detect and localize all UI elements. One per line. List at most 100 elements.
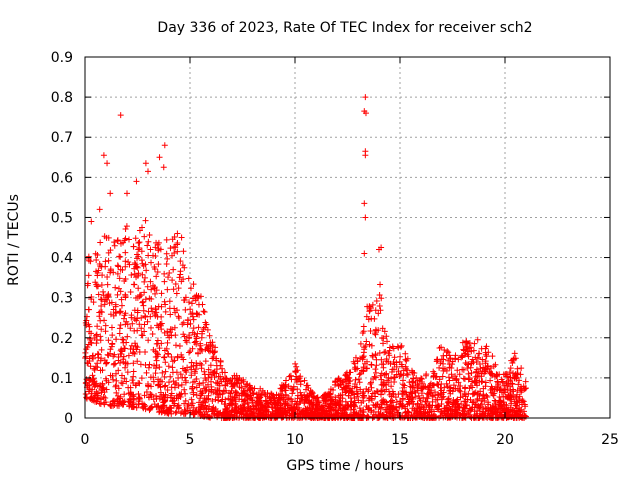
- data-point: [133, 274, 140, 281]
- data-point: [356, 405, 363, 412]
- data-point: [340, 378, 347, 385]
- data-point: [268, 391, 275, 398]
- data-point: [193, 407, 200, 414]
- data-point: [441, 384, 448, 391]
- data-point: [130, 281, 137, 288]
- data-point: [187, 320, 194, 327]
- data-point: [151, 263, 158, 270]
- data-point: [522, 385, 529, 392]
- data-point: [394, 343, 401, 350]
- data-point: [129, 377, 136, 384]
- data-point: [386, 403, 393, 410]
- data-point: [179, 408, 186, 415]
- data-point: [189, 329, 196, 336]
- data-point: [115, 385, 122, 392]
- data-point: [389, 388, 396, 395]
- data-point: [117, 112, 124, 119]
- data-point: [289, 398, 296, 405]
- data-point: [255, 399, 262, 406]
- data-point: [503, 371, 510, 378]
- data-point: [460, 410, 467, 417]
- data-point: [182, 306, 189, 313]
- data-point: [174, 239, 181, 246]
- data-point: [190, 316, 197, 323]
- data-point: [151, 285, 158, 292]
- data-point: [372, 393, 379, 400]
- data-point: [141, 289, 148, 296]
- data-point: [482, 358, 489, 365]
- data-point: [453, 397, 460, 404]
- data-point: [195, 324, 202, 331]
- data-point: [163, 260, 170, 267]
- data-point: [130, 360, 137, 367]
- data-point: [157, 246, 164, 253]
- data-point: [105, 257, 112, 264]
- data-point: [173, 408, 180, 415]
- data-point: [122, 310, 129, 317]
- data-point: [292, 376, 299, 383]
- data-point: [188, 396, 195, 403]
- data-point: [145, 364, 152, 371]
- data-point: [447, 406, 454, 413]
- data-point: [118, 296, 125, 303]
- data-point: [366, 304, 373, 311]
- data-point: [265, 404, 272, 411]
- data-point: [484, 394, 491, 401]
- data-point: [102, 394, 109, 401]
- data-point: [118, 372, 125, 379]
- data-point: [163, 250, 170, 257]
- data-point: [93, 331, 100, 338]
- data-point: [174, 354, 181, 361]
- data-point: [293, 378, 300, 385]
- data-point: [165, 363, 172, 370]
- data-point: [474, 395, 481, 402]
- data-point: [469, 356, 476, 363]
- data-point: [177, 258, 184, 265]
- data-point: [188, 372, 195, 379]
- data-point: [145, 252, 152, 259]
- data-point: [353, 388, 360, 395]
- data-point: [147, 405, 154, 412]
- data-point: [236, 374, 243, 381]
- data-point: [142, 217, 149, 224]
- data-point: [392, 414, 399, 421]
- data-point: [268, 390, 275, 397]
- data-point: [368, 409, 375, 416]
- data-point: [183, 339, 190, 346]
- data-point: [485, 349, 492, 356]
- y-tick-label: 0.8: [51, 90, 73, 106]
- data-point: [108, 299, 115, 306]
- data-point: [483, 392, 490, 399]
- data-point: [462, 343, 469, 350]
- data-point: [200, 379, 207, 386]
- data-point: [115, 263, 122, 270]
- data-point: [162, 368, 169, 375]
- data-point: [173, 307, 180, 314]
- data-point: [372, 374, 379, 381]
- data-point: [123, 378, 130, 385]
- data-point: [167, 373, 174, 380]
- data-point: [332, 401, 339, 408]
- data-point: [439, 394, 446, 401]
- data-point: [380, 340, 387, 347]
- data-point: [334, 409, 341, 416]
- data-point: [114, 270, 121, 277]
- data-point: [391, 374, 398, 381]
- data-point: [505, 414, 512, 421]
- data-point: [359, 356, 366, 363]
- data-point: [191, 378, 198, 385]
- data-point: [416, 413, 423, 420]
- data-point: [107, 269, 114, 276]
- data-point: [117, 266, 124, 273]
- data-point: [152, 252, 159, 259]
- data-point: [466, 339, 473, 346]
- data-point: [94, 323, 101, 330]
- data-point: [227, 396, 234, 403]
- data-point: [344, 376, 351, 383]
- data-point: [380, 364, 387, 371]
- data-point: [368, 315, 375, 322]
- x-axis-label: GPS time / hours: [286, 458, 403, 474]
- data-point: [122, 249, 129, 256]
- data-point: [488, 411, 495, 418]
- data-point: [462, 360, 469, 367]
